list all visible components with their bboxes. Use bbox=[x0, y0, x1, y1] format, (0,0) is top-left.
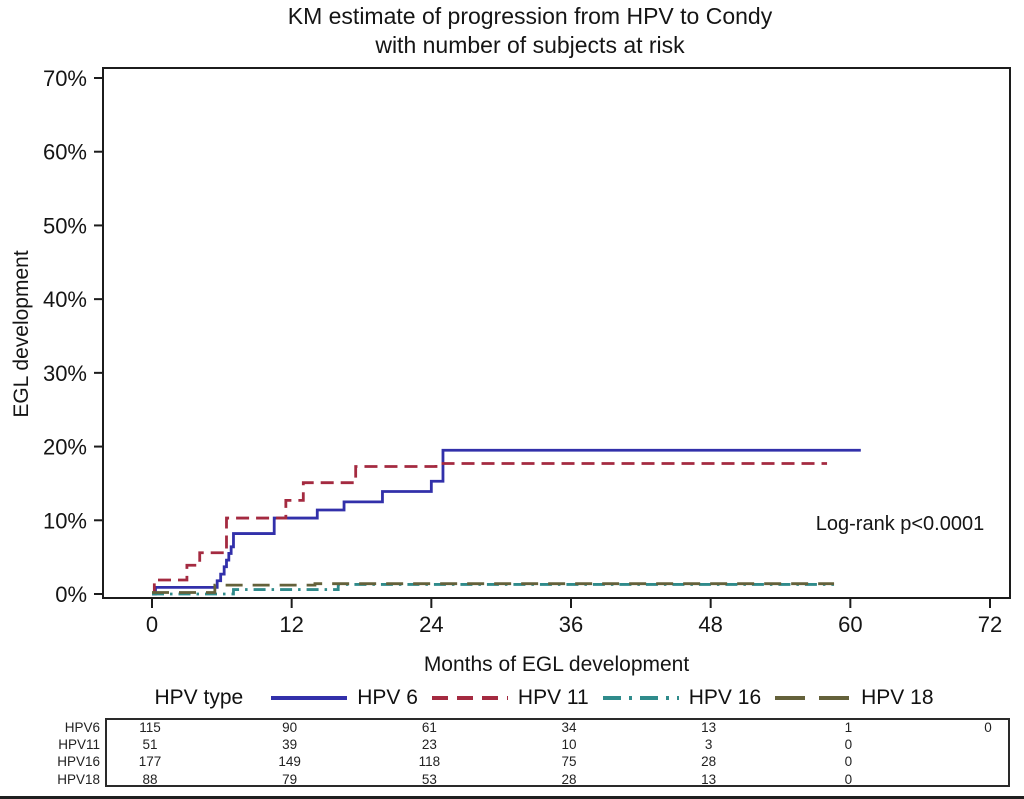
risk-row-label-hpv16: HPV16 bbox=[57, 754, 100, 770]
risk-cell: 10 bbox=[561, 737, 577, 753]
x-tick-label: 48 bbox=[698, 612, 722, 637]
risk-cell: 149 bbox=[278, 754, 301, 770]
km-curve-hpv-6 bbox=[152, 448, 861, 596]
chart-title-line2: with number of subjects at risk bbox=[375, 32, 685, 59]
log-rank-annotation: Log-rank p<0.0001 bbox=[815, 513, 985, 535]
x-tick-label: 60 bbox=[838, 612, 862, 637]
chart-title-line1: KM estimate of progression from HPV to C… bbox=[287, 3, 773, 29]
risk-cell: 28 bbox=[561, 771, 577, 787]
legend-label: HPV 6 bbox=[357, 686, 418, 709]
x-axis-label: Months of EGL development bbox=[423, 653, 690, 676]
y-tick-label: 30% bbox=[43, 361, 87, 386]
legend-entry-hpv-16: HPV 16 bbox=[602, 686, 761, 710]
risk-cell: 0 bbox=[844, 771, 853, 787]
legend-label: HPV 11 bbox=[517, 686, 589, 709]
y-tick-label: 20% bbox=[43, 435, 87, 460]
x-tick-label: 36 bbox=[559, 612, 583, 637]
x-tick-label: 12 bbox=[279, 612, 303, 637]
legend-line-swatch-longdash bbox=[775, 696, 852, 700]
risk-cell: 0 bbox=[844, 754, 853, 770]
chart-title: KM estimate of progression from HPV to C… bbox=[0, 2, 1024, 61]
risk-cell: 75 bbox=[561, 754, 577, 770]
risk-row-label-hpv11: HPV11 bbox=[58, 737, 100, 753]
y-tick-label: 50% bbox=[43, 213, 87, 238]
risk-row-label-hpv6: HPV6 bbox=[64, 720, 100, 735]
y-tick-label: 0% bbox=[55, 582, 87, 607]
legend-entry-hpv-11: HPV 11 bbox=[431, 686, 589, 710]
y-tick-label: 60% bbox=[43, 140, 87, 165]
x-tick-label: 0 bbox=[146, 612, 158, 637]
risk-cell: 34 bbox=[561, 720, 577, 735]
risk-cell: 23 bbox=[421, 737, 437, 753]
km-curve-hpv-18 bbox=[152, 582, 835, 594]
risk-cell: 13 bbox=[701, 771, 717, 787]
legend-title: HPV type bbox=[154, 686, 244, 709]
risk-cell: 0 bbox=[844, 737, 853, 753]
legend-line-swatch-dashdot bbox=[602, 696, 679, 700]
risk-cell: 177 bbox=[138, 754, 162, 770]
legend-entry-hpv-18: HPV 18 bbox=[774, 686, 934, 710]
risk-cell: 53 bbox=[421, 771, 437, 787]
risk-cell: 115 bbox=[139, 720, 161, 735]
risk-cell: 28 bbox=[701, 754, 717, 770]
risk-cell: 39 bbox=[282, 737, 298, 753]
y-tick-label: 70% bbox=[43, 66, 87, 91]
risk-cell: 0 bbox=[984, 720, 992, 735]
risk-cell: 118 bbox=[418, 754, 441, 770]
km-curve-hpv-11 bbox=[152, 462, 828, 596]
risk-cell: 90 bbox=[282, 720, 298, 735]
legend-line-swatch-dash bbox=[431, 696, 508, 700]
y-axis-label: EGL development bbox=[10, 250, 33, 418]
legend-line-swatch-solid bbox=[271, 696, 348, 700]
risk-cell: 88 bbox=[142, 771, 158, 787]
legend: HPV type HPV 6 HPV 11 HPV 16 HPV 18 bbox=[66, 686, 1022, 710]
km-curve-hpv-16 bbox=[152, 583, 835, 596]
risk-cell: 61 bbox=[421, 720, 437, 735]
risk-cell: 51 bbox=[142, 737, 158, 753]
x-tick-label: 72 bbox=[978, 612, 1002, 637]
y-tick-label: 10% bbox=[43, 508, 87, 533]
risk-cell: 1 bbox=[844, 720, 853, 735]
y-tick-label: 40% bbox=[43, 287, 87, 312]
risk-cell: 79 bbox=[282, 771, 298, 787]
legend-label: HPV 18 bbox=[861, 686, 934, 709]
risk-cell: 3 bbox=[704, 737, 713, 753]
legend-label: HPV 16 bbox=[688, 686, 762, 709]
risk-cell: 13 bbox=[701, 720, 717, 735]
km-plot: 0% 10% 20% 30% 40% 50% 60% 70% 0 12 24 36 48 60 72 bbox=[43, 66, 1011, 637]
risk-table-box bbox=[105, 718, 1010, 787]
legend-entry-hpv-6: HPV 6 bbox=[270, 686, 418, 710]
risk-row-label-hpv18: HPV18 bbox=[57, 771, 100, 787]
plot-frame bbox=[102, 67, 1011, 599]
x-tick-label: 24 bbox=[419, 612, 443, 637]
